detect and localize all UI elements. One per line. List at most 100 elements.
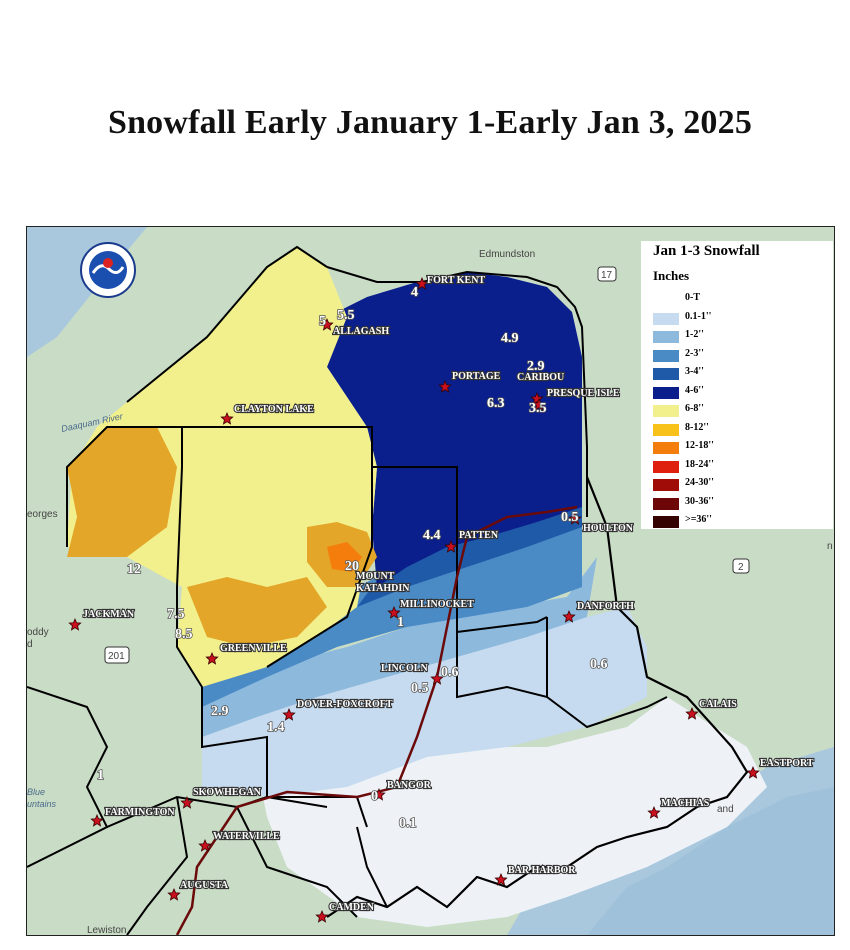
legend-swatch [653, 423, 679, 436]
interstate-95 [175, 505, 578, 935]
city-star-icon [415, 276, 429, 290]
snowfall-value-houlton: 0.5 [561, 510, 579, 525]
geo-roddy: oddy [27, 627, 49, 638]
city-star-icon [205, 651, 219, 665]
snowfall-value-patten: 4.4 [423, 528, 441, 543]
legend-label: 12-18'' [685, 440, 714, 451]
observation-values: 4 5.5 5 4.9 2.9 6.3 3.5 0.5 4.4 20 12 7.5 8.5 1 0.6 0.5… [96, 284, 608, 832]
city-star-icon [220, 411, 234, 425]
city-star-icon [198, 838, 212, 852]
snowfall-value-allagash-b: 5 [319, 314, 326, 329]
city-label-presque-isle: PRESQUE ISLE [547, 388, 620, 399]
svg-text:17: 17 [601, 270, 613, 281]
snowfall-value-danforth-south: 0.6 [590, 657, 608, 672]
legend-item: 6-8'' [653, 402, 823, 420]
snow-1-2-zone [202, 557, 597, 737]
city-label-skowhegan: SKOWHEGAN [193, 787, 262, 798]
legend-item: 0.1-1'' [653, 310, 823, 328]
city-star-icon [180, 795, 194, 809]
city-label-greenville: GREENVILLE [220, 643, 287, 654]
legend-item: 3-4'' [653, 365, 823, 383]
city-markers: FORT KENT ALLAGASH PORTAGE CARIBOU PRESQUE I… [68, 274, 815, 923]
city-label-eastport: EASTPORT [760, 758, 814, 769]
city-label-calais: CALAIS [699, 699, 737, 710]
legend-label: 30-36'' [685, 495, 714, 507]
ocean-deep [587, 787, 834, 935]
city-label-lincoln: LINCOLN [381, 663, 428, 674]
city-star-icon [430, 671, 444, 685]
snow-6-8-zone [67, 247, 377, 687]
snowfall-value-caribou-area: 4.9 [501, 331, 519, 346]
legend-label: 3-4'' [685, 366, 704, 377]
city-star-icon [387, 605, 401, 619]
legend-label: 1-2'' [685, 329, 704, 340]
nws-logo-icon [80, 242, 136, 298]
city-label-jackman: JACKMAN [83, 609, 135, 620]
legend-swatch [653, 349, 679, 362]
legend-item: 18-24'' [653, 458, 823, 476]
city-star-icon [438, 379, 452, 393]
city-star-icon [444, 539, 458, 553]
legend-label: 2-3'' [685, 347, 704, 359]
legend: Jan 1-3 Snowfall Inches 0-T 0.1-1'' 1-2'' 2… [641, 241, 833, 529]
city-label-machias: MACHIAS [661, 798, 710, 809]
county-boundaries [27, 245, 668, 935]
city-star-icon [562, 609, 576, 623]
city-label-portage: PORTAGE [452, 371, 501, 382]
city-label-dover-foxcroft: DOVER-FOXCROFT [297, 699, 393, 710]
city-star-icon [647, 805, 661, 819]
city-star-icon [568, 511, 582, 525]
city-star-icon [320, 317, 334, 331]
city-label-camden: CAMDEN [329, 902, 375, 913]
snow-8-12-zone-west [67, 427, 177, 557]
city-label-waterville: WATERVILLE [213, 831, 280, 842]
city-label-houlton: HOULTON [583, 523, 634, 534]
legend-label: 0.1-1'' [685, 310, 712, 322]
legend-swatch [653, 312, 679, 325]
legend-label: 24-30'' [685, 477, 714, 488]
legend-label: 0-T [685, 292, 700, 303]
city-label-fort-kent: FORT KENT [427, 275, 485, 286]
route-2-shield: 2 [732, 558, 750, 574]
legend-item: >=36'' [653, 513, 823, 531]
city-star-icon [685, 706, 699, 720]
snowfall-value-jackman-east-b: 8.5 [175, 627, 193, 642]
city-star-icon [282, 707, 296, 721]
city-label-allagash: ALLAGASH [333, 326, 389, 337]
geo-blue-1: Blue [27, 787, 45, 797]
geo-edmundston: Edmundston [479, 249, 535, 260]
city-star-icon [746, 765, 760, 779]
legend-item: 12-18'' [653, 439, 823, 457]
route-17-shield: 17 [597, 266, 617, 282]
city-star-icon [532, 397, 546, 411]
city-label-mount-katahdin-2: KATAHDIN [356, 583, 410, 594]
geo-blue-2: untains [27, 799, 57, 809]
legend-label: 6-8'' [685, 403, 704, 414]
city-star-icon [167, 887, 181, 901]
snowfall-value-katahdin: 20 [345, 559, 359, 574]
legend-swatch [653, 368, 679, 380]
city-label-bangor: BANGOR [387, 780, 432, 791]
svg-text:2: 2 [738, 562, 744, 573]
city-label-caribou: CARIBOU [517, 372, 564, 383]
city-star-icon [90, 813, 104, 827]
snow-12-18-zone [327, 542, 362, 572]
snowfall-value-jackman-east-a: 7.5 [167, 607, 185, 622]
legend-swatch [653, 442, 679, 454]
geo-n-edge: n [827, 541, 833, 552]
legend-item: 30-36'' [653, 495, 823, 513]
coastline [326, 476, 749, 918]
city-star-icon [315, 909, 329, 923]
legend-label: >=36'' [685, 514, 712, 525]
snowfall-map[interactable]: Edmundston eorges Daaquam River Blue unt… [26, 226, 835, 936]
snow-8-12-zone-south [187, 577, 327, 647]
snowfall-value-lincoln-a: 0.6 [441, 665, 459, 680]
city-star-icon [494, 872, 508, 886]
snowfall-value-caribou: 2.9 [527, 359, 545, 374]
city-label-danforth: DANFORTH [577, 601, 634, 612]
page-title: Snowfall Early January 1-Early Jan 3, 20… [107, 104, 753, 141]
legend-item: 1-2'' [653, 328, 823, 346]
city-label-farmington: FARMINGTON [105, 807, 175, 818]
legend-swatch [653, 479, 679, 491]
legend-label: 18-24'' [685, 458, 714, 470]
